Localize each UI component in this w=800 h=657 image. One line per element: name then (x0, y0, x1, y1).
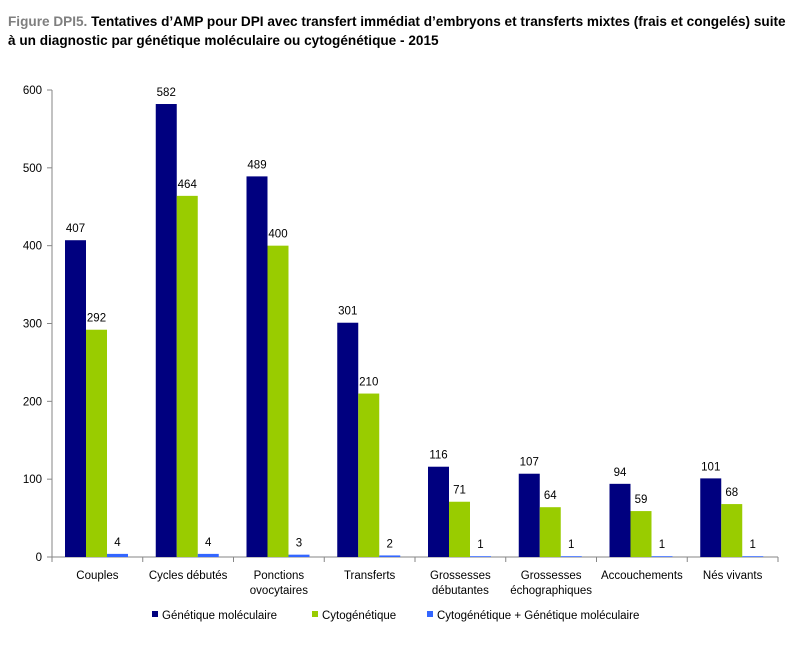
legend-swatch (152, 611, 158, 617)
data-label: 582 (157, 87, 176, 99)
legend-label: Génétique moléculaire (162, 610, 277, 622)
bar (518, 473, 540, 557)
data-label: 2 (387, 538, 393, 550)
data-label: 4 (205, 537, 212, 549)
category-label: Transferts (344, 570, 396, 582)
y-tick-label: 100 (23, 474, 42, 486)
bar (197, 553, 219, 557)
data-label: 407 (66, 223, 85, 235)
category-label: ovocytaires (250, 585, 308, 597)
bar (651, 556, 673, 557)
legend-swatch (312, 611, 318, 617)
data-label: 64 (544, 490, 557, 502)
data-label: 94 (614, 467, 627, 479)
data-label: 210 (359, 377, 378, 389)
bar (176, 195, 198, 557)
category-label: Accouchements (601, 570, 683, 582)
bar (65, 240, 86, 558)
y-tick-label: 500 (23, 163, 42, 175)
data-label: 301 (338, 306, 357, 318)
category-label: débutantes (432, 585, 489, 597)
category-label: Couples (76, 570, 118, 582)
category-label: Cycles débutés (149, 570, 228, 582)
legend-label: Cytogénétique + Génétique moléculaire (437, 610, 639, 622)
data-label: 489 (247, 159, 266, 171)
chart-title-text: Tentatives d’AMP pour DPI avec transfert… (8, 14, 786, 48)
bar (246, 176, 268, 557)
bar (449, 501, 470, 557)
bar (358, 393, 380, 557)
y-tick-label: 200 (23, 396, 42, 408)
bar (107, 553, 128, 557)
data-label: 4 (114, 537, 121, 549)
data-label: 1 (477, 539, 483, 551)
bar (742, 556, 764, 557)
bar (288, 554, 310, 557)
chart-title: Figure DPI5. Tentatives d’AMP pour DPI a… (8, 12, 794, 50)
data-label: 101 (701, 461, 720, 473)
data-label: 116 (429, 450, 447, 462)
bar (267, 245, 289, 557)
data-label: 59 (635, 494, 648, 506)
bar (428, 466, 449, 557)
data-label: 71 (453, 485, 466, 497)
bar (539, 507, 561, 557)
bar (337, 322, 359, 557)
data-label: 68 (725, 487, 738, 499)
category-label: échographiques (510, 585, 592, 597)
bar (86, 329, 107, 557)
category-label: Grossesses (521, 570, 582, 582)
y-tick-label: 400 (23, 241, 42, 253)
bar (609, 483, 631, 557)
data-label: 107 (520, 457, 539, 469)
bar (379, 555, 401, 557)
category-label: Ponctions (254, 570, 305, 582)
y-tick-label: 300 (23, 319, 42, 331)
y-tick-label: 600 (23, 85, 42, 97)
legend-swatch (427, 611, 433, 617)
category-label: Grossesses (430, 570, 491, 582)
legend-label: Cytogénétique (322, 610, 396, 622)
data-label: 1 (750, 539, 756, 551)
data-label: 464 (178, 179, 198, 191)
bar (155, 104, 177, 557)
bar (700, 478, 722, 557)
data-label: 1 (659, 539, 665, 551)
data-label: 400 (268, 229, 287, 241)
category-label: Nés vivants (703, 570, 763, 582)
bar (721, 504, 743, 557)
chart-title-prefix: Figure DPI5. (8, 14, 88, 29)
bar (560, 556, 582, 557)
bar (470, 556, 491, 557)
bar (630, 511, 652, 557)
data-label: 292 (87, 313, 106, 325)
data-label: 3 (296, 538, 302, 550)
y-tick-label: 0 (36, 552, 42, 564)
data-label: 1 (568, 539, 574, 551)
